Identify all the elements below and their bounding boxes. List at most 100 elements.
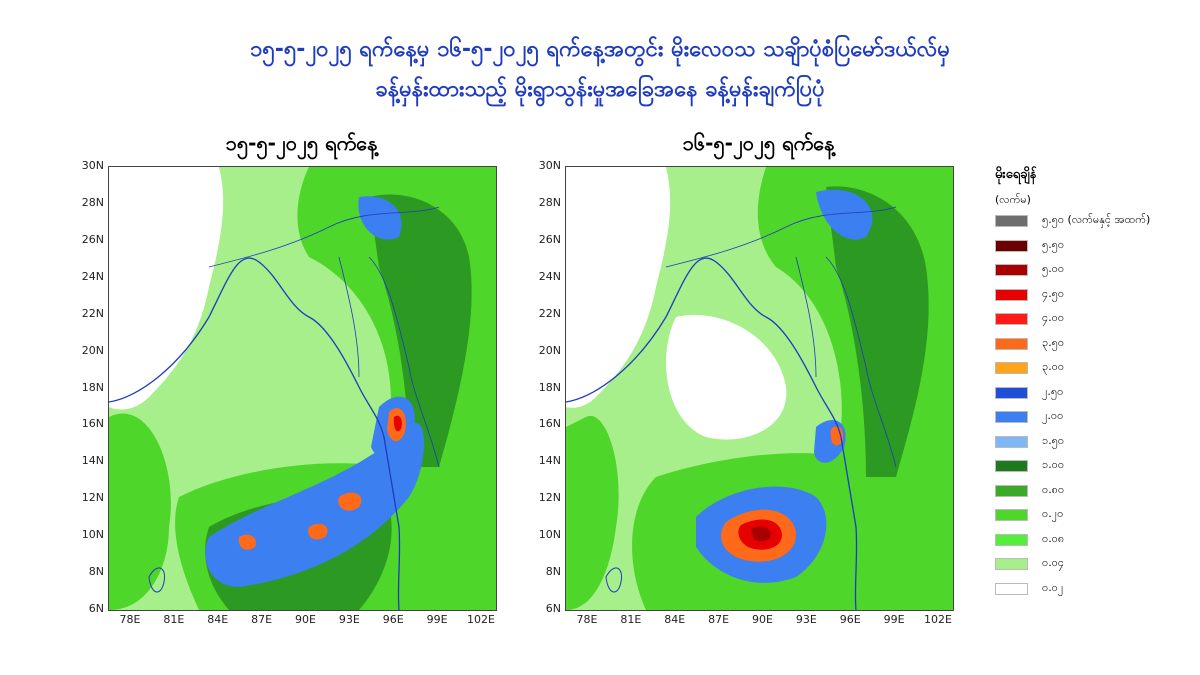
map-x-tick-label: 90E — [295, 613, 316, 626]
legend-swatch — [995, 362, 1028, 374]
dry-area — [666, 314, 787, 440]
map-x-tick-label: 84E — [664, 613, 686, 626]
map-x-tick-label: 99E — [883, 613, 905, 626]
legend-label: ၄.၅၀ — [1042, 286, 1065, 300]
page-title-line-2: ခန့်မှန်းထားသည့် မိုးရွာသွန်းမှုအခြေအနေ … — [375, 77, 825, 102]
map-y-tick-label: 12N — [538, 491, 561, 505]
legend-item: ၀.၈၀ — [995, 483, 1064, 499]
map-x-tick-label: 90E — [752, 613, 773, 626]
legend-item: ၀.၀၂ — [995, 581, 1063, 597]
coastline — [566, 257, 858, 610]
border-line — [795, 256, 817, 378]
rain-area-blue — [205, 423, 424, 587]
legend-item: ၀.၀၈ — [995, 532, 1064, 548]
legend-swatch — [995, 288, 1028, 301]
map-x-tick-label: 96E — [382, 613, 404, 626]
rain-core-orange — [830, 426, 844, 446]
legend-item: ၁.၅၀ — [995, 434, 1064, 450]
legend-label: ၂.၅၀ — [1042, 384, 1064, 398]
legend-title: မိုးရေချိန် — [995, 167, 1037, 182]
map-y-tick-label: 28N — [81, 195, 104, 209]
map-y-tick-label: 24N — [538, 269, 561, 283]
map-x-tick-label: 96E — [839, 613, 861, 626]
dry-area — [566, 167, 671, 408]
legend-item: ၂.၀၀ — [995, 409, 1063, 425]
map-y-tick-label: 18N — [538, 380, 561, 394]
map-x-tick-label: 81E — [620, 613, 642, 626]
coastline — [605, 567, 623, 593]
map-x-tick-label: 93E — [338, 613, 360, 626]
legend-swatch — [995, 460, 1028, 472]
legend-label: ၀.၀၈ — [1042, 531, 1065, 545]
coastline — [148, 567, 166, 593]
map-y-tick-label: 8N — [545, 565, 561, 579]
border-line — [825, 256, 897, 468]
map-y-tick-label: 30N — [81, 159, 104, 172]
rain-core-red — [393, 415, 402, 432]
map-y-tick-label: 12N — [81, 491, 104, 505]
legend-swatch — [995, 533, 1028, 546]
legend-item: ၀.၂၀ — [995, 507, 1063, 523]
legend-label: ၀.၈၀ — [1042, 482, 1065, 496]
legend-swatch — [995, 558, 1028, 570]
legend-label: ၁.၀၀ — [1042, 458, 1065, 471]
rainfall-map-left-svg — [109, 167, 496, 610]
rain-area-blue — [358, 196, 402, 240]
page-title-line-1: ၁၅-၅-၂၀၂၅ ရက်နေ့မှ ၁၆-၅-၂၀၂၅ ရက်နေ့အတွင်… — [249, 37, 950, 62]
rainfall-map-left — [108, 166, 497, 611]
legend-item: ၅.၅၀ (လက်မနှင့် အထက်) — [995, 213, 1150, 229]
legend-item: ၄.၅၀ — [995, 287, 1064, 303]
legend-swatch — [995, 411, 1028, 423]
legend-label: ၃.၅၀ — [1042, 335, 1065, 349]
legend-label: ၄.၀၀ — [1042, 311, 1065, 324]
map-y-tick-label: 14N — [81, 454, 104, 468]
map-x-tick-label: 87E — [251, 613, 273, 626]
map-x-tick-label: 87E — [708, 613, 730, 626]
rain-core-dark-red — [751, 526, 771, 542]
coastline — [109, 257, 401, 610]
map-y-tick-label: 26N — [81, 232, 104, 246]
map-y-tick-label: 8N — [88, 565, 104, 579]
rain-area-green — [566, 415, 619, 610]
legend-label: ၁.၅၀ — [1042, 433, 1065, 447]
map-y-tick-label: 22N — [81, 306, 104, 320]
legend-label: ၀.၀၄ — [1042, 556, 1065, 569]
map-y-tick-label: 16N — [81, 417, 104, 431]
map-y-tick-label: 24N — [81, 269, 104, 283]
legend-item: ၄.၀၀ — [995, 311, 1064, 327]
map-y-tick-label: 22N — [538, 306, 561, 320]
rain-area-dark-green — [369, 194, 472, 467]
map-label-right: ၁၆-၅-၂၀၂၅ ရက်နေ့ — [682, 131, 835, 155]
map-x-tick-label: 93E — [795, 613, 817, 626]
legend-swatch — [995, 215, 1028, 227]
border-line — [208, 206, 440, 268]
legend-item: ၅.၀၀ — [995, 262, 1064, 278]
rainfall-map-right-svg — [566, 167, 953, 610]
map-x-tick-label: 102E — [924, 613, 952, 626]
map-x-tick-label: 84E — [207, 613, 229, 626]
legend-swatch — [995, 313, 1028, 325]
map-y-tick-label: 10N — [81, 528, 104, 542]
rain-core-orange — [308, 523, 328, 540]
map-x-tick-label: 99E — [426, 613, 448, 626]
legend-label: ၅.၀၀ — [1042, 262, 1065, 275]
map-y-tick-label: 30N — [538, 159, 561, 172]
legend-label: ၀.၀၂ — [1042, 580, 1064, 594]
map-x-tick-label: 78E — [119, 613, 141, 626]
legend-item: ၀.၀၄ — [995, 556, 1064, 572]
map-y-tick-label: 6N — [88, 602, 104, 615]
legend-swatch — [995, 239, 1028, 252]
map-y-tick-label: 26N — [538, 232, 561, 246]
map-y-tick-label: 28N — [538, 195, 561, 209]
legend-swatch — [995, 509, 1028, 521]
legend-label: ၅.၅၀ — [1042, 237, 1065, 251]
legend-unit: (လက်မ) — [995, 193, 1031, 206]
legend-label: ၅.၅၀ (လက်မနှင့် အထက်) — [1042, 213, 1151, 226]
legend-item: ၂.၅၀ — [995, 385, 1063, 401]
border-line — [338, 256, 360, 378]
rain-area-green — [109, 413, 171, 610]
border-line — [665, 206, 897, 268]
map-x-tick-label: 102E — [467, 613, 495, 626]
map-y-tick-label: 14N — [538, 454, 561, 468]
legend-item: ၅.၅၀ — [995, 238, 1064, 254]
